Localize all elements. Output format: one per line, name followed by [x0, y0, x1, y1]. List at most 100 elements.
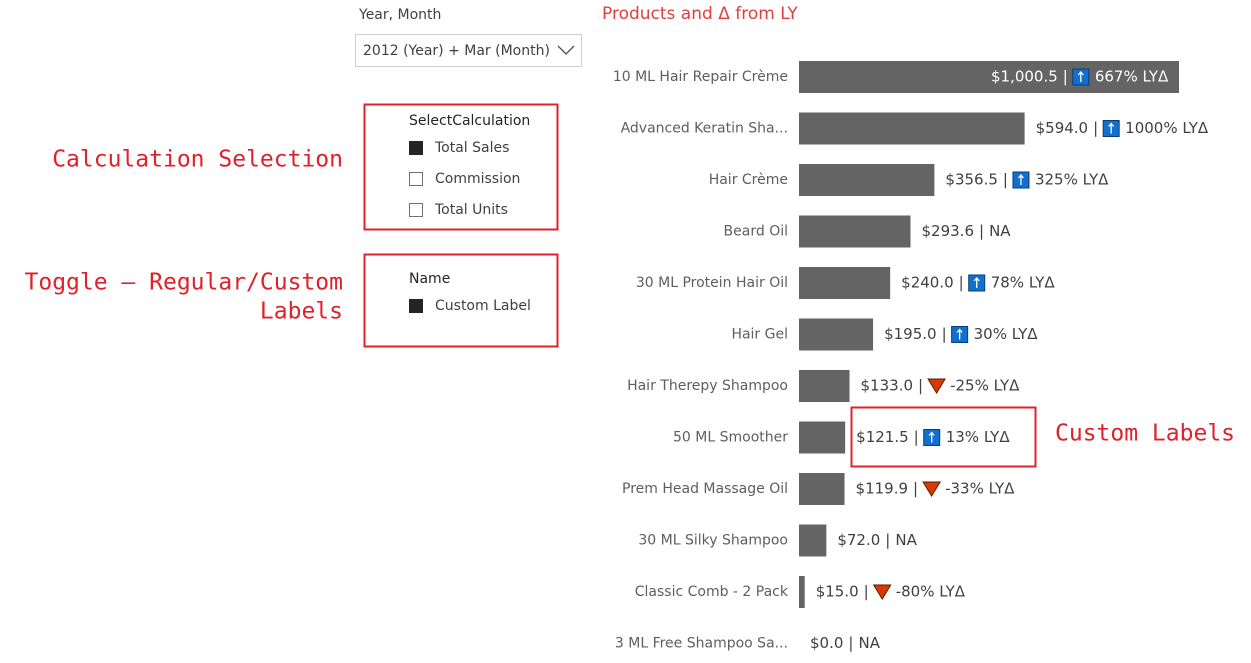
data-label: $133.0 | -25% LYΔ [861, 377, 1021, 395]
category-label: Hair Crème [709, 172, 788, 188]
down-icon [927, 378, 946, 394]
separator: | [918, 377, 923, 395]
separator: | [1093, 119, 1098, 137]
value-label: $121.5 [856, 428, 909, 446]
data-label: $195.0 | 30% LYΔ [884, 325, 1038, 343]
chart-title: Products and Δ from LY [602, 4, 798, 24]
delta-label: NA [989, 222, 1011, 240]
delta-label: -80% LYΔ [896, 583, 966, 601]
category-label: 10 ML Hair Repair Crème [613, 69, 788, 85]
bar [799, 524, 827, 557]
data-label: $121.5 | 13% LYΔ [856, 428, 1010, 446]
separator: | [959, 274, 964, 292]
separator: | [1003, 171, 1008, 189]
category-label: Beard Oil [724, 224, 788, 240]
value-label: $133.0 [861, 377, 914, 395]
checkbox-label: Custom Label [435, 298, 531, 314]
separator: | [864, 583, 869, 601]
down-icon [922, 481, 941, 497]
data-label: $293.6 | NA [922, 222, 1012, 240]
value-label: $195.0 [884, 325, 937, 343]
value-label: $356.5 [945, 171, 998, 189]
annotation: Calculation Selection [52, 147, 343, 173]
bar [799, 370, 850, 402]
data-label: $240.0 | 78% LYΔ [901, 274, 1055, 292]
highlight-box [363, 103, 559, 231]
bar [799, 112, 1025, 145]
bar [799, 318, 874, 351]
delta-label: 667% LYΔ [1095, 68, 1169, 86]
category-label: Advanced Keratin Sha... [621, 121, 788, 137]
value-label: $119.9 [856, 480, 909, 498]
bar [799, 215, 911, 248]
up-arrow [1017, 173, 1024, 185]
value-label: $0.0 [810, 634, 843, 652]
bar [799, 61, 1179, 93]
value-label: $15.0 [816, 583, 859, 601]
separator: | [1063, 68, 1068, 86]
delta-label: -25% LYΔ [950, 377, 1020, 395]
dropdown[interactable] [355, 34, 582, 67]
name-title: Name [409, 271, 450, 287]
separator: | [914, 428, 919, 446]
up-arrow [1077, 70, 1084, 82]
up-arrow [956, 328, 963, 340]
data-label: $119.9 | -33% LYΔ [856, 480, 1016, 498]
category-label: Hair Therepy Shampoo [627, 378, 788, 394]
up-arrow [1108, 122, 1115, 134]
dropdown-value: 2012 (Year) + Mar (Month) [363, 43, 550, 59]
value-label: $72.0 [837, 531, 880, 549]
up-arrow [928, 431, 935, 443]
slicer-title: Year, Month [358, 7, 441, 23]
value-label: $594.0 [1036, 119, 1089, 137]
delta-label: -33% LYΔ [945, 480, 1015, 498]
bar [799, 421, 846, 454]
data-label: $72.0 | NA [837, 531, 917, 549]
checkbox[interactable] [409, 203, 423, 217]
data-label: $594.0 | 1000% LYΔ [1036, 119, 1209, 137]
down-icon [872, 584, 892, 600]
data-label: $1,000.5 | 667% LYΔ [991, 68, 1169, 86]
checkbox[interactable] [409, 172, 423, 186]
category-label: 3 ML Free Shampoo Sa... [615, 636, 788, 652]
value-label: $293.6 [922, 222, 975, 240]
separator: | [913, 480, 918, 498]
delta-label: 1000% LYΔ [1125, 119, 1209, 137]
delta-label: NA [858, 634, 880, 652]
checkbox-label: Commission [435, 171, 520, 187]
value-label: $240.0 [901, 274, 954, 292]
category-label: Classic Comb - 2 Pack [635, 584, 789, 600]
separator: | [885, 531, 890, 549]
separator: | [848, 634, 853, 652]
category-label: 30 ML Protein Hair Oil [636, 275, 788, 291]
checkbox[interactable] [409, 299, 423, 313]
category-label: Prem Head Massage Oil [622, 481, 788, 497]
bar [799, 473, 845, 505]
value-label: $1,000.5 [991, 68, 1058, 86]
checkbox-label: Total Units [434, 202, 508, 218]
bar [799, 576, 805, 608]
bar [799, 164, 935, 196]
category-label: 30 ML Silky Shampoo [638, 533, 788, 549]
annotation: Custom Labels [1055, 421, 1235, 447]
separator: | [979, 222, 984, 240]
annotation: Labels [260, 299, 343, 325]
bar [799, 267, 891, 299]
separator: | [942, 325, 947, 343]
checkbox[interactable] [409, 141, 423, 155]
category-label: 50 ML Smoother [673, 430, 788, 446]
data-label: $0.0 | NA [810, 634, 881, 652]
calc-title: SelectCalculation [409, 113, 530, 129]
delta-label: NA [895, 531, 917, 549]
highlight-box [850, 406, 1037, 468]
category-label: Hair Gel [731, 327, 788, 343]
chevron [557, 45, 575, 55]
data-label: $15.0 | -80% LYΔ [816, 583, 966, 601]
up-arrow [973, 276, 980, 288]
delta-label: 78% LYΔ [991, 274, 1056, 292]
delta-label: 325% LYΔ [1035, 171, 1109, 189]
checkbox-label: Total Sales [434, 140, 509, 156]
delta-label: 13% LYΔ [946, 428, 1011, 446]
highlight-box [363, 253, 559, 348]
